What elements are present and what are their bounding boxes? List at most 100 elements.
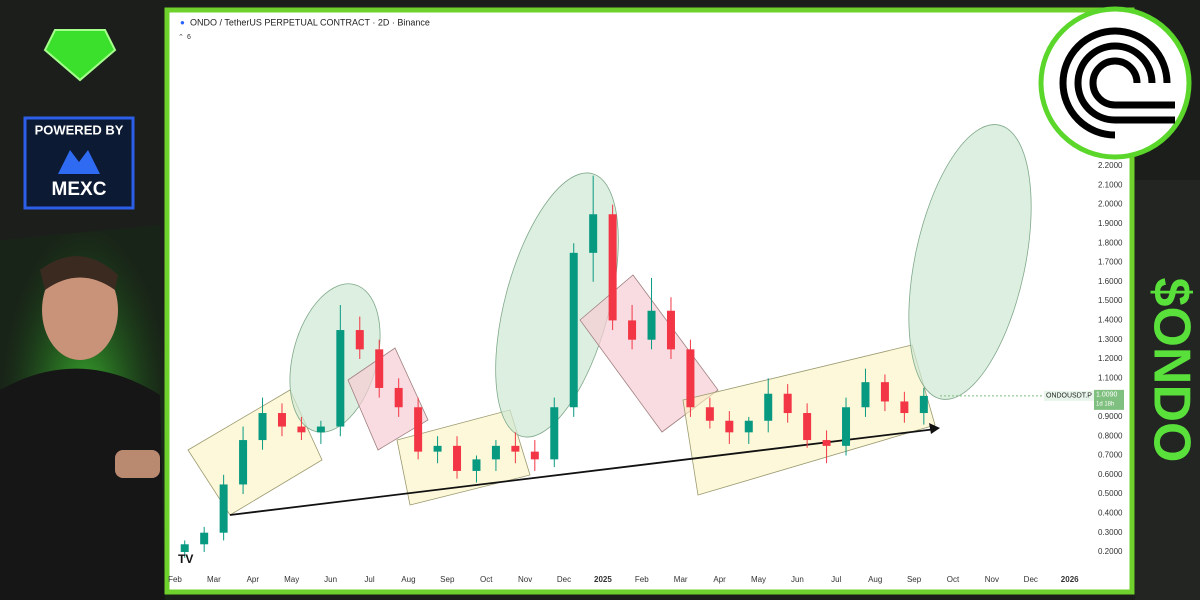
person-hair bbox=[40, 256, 118, 290]
symbol-box bbox=[1044, 390, 1094, 401]
y-tick-label: 0.3000 bbox=[1098, 528, 1123, 537]
x-tick-label: Nov bbox=[518, 575, 532, 584]
candle-body bbox=[608, 214, 617, 321]
mexc-logo bbox=[58, 150, 100, 174]
y-tick-label: 2.0000 bbox=[1098, 200, 1123, 209]
candle-body bbox=[219, 484, 228, 533]
candle-body bbox=[822, 440, 831, 446]
candle-body bbox=[530, 451, 539, 460]
x-tick-label: 2026 bbox=[1061, 575, 1079, 584]
candle-body bbox=[705, 407, 714, 421]
y-tick-label: 2.2000 bbox=[1098, 161, 1123, 170]
person-body bbox=[0, 368, 165, 600]
x-tick-label: Apr bbox=[713, 575, 726, 584]
y-tick-label: 1.1000 bbox=[1098, 373, 1123, 382]
candle-body bbox=[783, 393, 792, 414]
y-tick-label: 0.6000 bbox=[1098, 470, 1123, 479]
exchange-name: MEXC bbox=[52, 179, 107, 200]
y-tick-label: 1.4000 bbox=[1098, 316, 1123, 325]
x-tick-label: Feb bbox=[168, 575, 182, 584]
candle-body bbox=[414, 407, 423, 452]
y-tick-label: 0.2000 bbox=[1098, 547, 1123, 556]
y-tick-label: 0.9000 bbox=[1098, 412, 1123, 421]
candle-body bbox=[258, 413, 267, 441]
candle-body bbox=[550, 407, 559, 460]
x-tick-label: Jul bbox=[831, 575, 841, 584]
y-tick-label: 1.5000 bbox=[1098, 296, 1123, 305]
tv-logo: TV bbox=[178, 552, 193, 566]
x-tick-label: May bbox=[284, 575, 299, 584]
chart-title: ONDO / TetherUS PERPETUAL CONTRACT · 2D … bbox=[190, 17, 430, 27]
candle-body bbox=[900, 401, 909, 414]
badge-logo bbox=[43, 29, 117, 82]
x-tick-label: Jun bbox=[324, 575, 337, 584]
countdown: 1d 18h bbox=[1096, 401, 1114, 407]
target-ellipse bbox=[908, 124, 1032, 400]
x-tick-label: Mar bbox=[674, 575, 688, 584]
x-tick-label: Dec bbox=[557, 575, 571, 584]
candle-body bbox=[433, 445, 442, 452]
candle-body bbox=[472, 459, 481, 471]
x-tick-label: Apr bbox=[247, 575, 260, 584]
candle-body bbox=[861, 382, 870, 408]
symbol-label: ONDOUSDT.P bbox=[1046, 393, 1092, 400]
candle-body bbox=[394, 387, 403, 408]
candle-body bbox=[725, 420, 734, 433]
last-price: 1.0090 bbox=[1096, 392, 1118, 399]
indicator-count: 6 bbox=[187, 34, 191, 41]
x-tick-label: Aug bbox=[401, 575, 415, 584]
x-tick-label: Feb bbox=[635, 575, 649, 584]
candle-body bbox=[628, 320, 637, 340]
x-tick-label: May bbox=[751, 575, 766, 584]
ticker: $ONDO bbox=[1142, 278, 1200, 463]
candle-body bbox=[569, 252, 578, 408]
y-tick-label: 1.2000 bbox=[1098, 354, 1123, 363]
range-box bbox=[396, 409, 531, 506]
x-tick-label: Jun bbox=[791, 575, 804, 584]
candle-body bbox=[842, 407, 851, 446]
y-tick-label: 1.6000 bbox=[1098, 277, 1123, 286]
candle-body bbox=[647, 310, 656, 340]
candle-body bbox=[297, 426, 306, 433]
candle-body bbox=[589, 214, 598, 253]
candle-body bbox=[316, 426, 325, 433]
candle-body bbox=[764, 393, 773, 421]
candle-body bbox=[919, 395, 928, 414]
side-panel bbox=[1135, 180, 1200, 600]
x-tick-label: Sep bbox=[907, 575, 922, 584]
candle-body bbox=[453, 445, 462, 471]
candle-body bbox=[355, 330, 364, 350]
collapse-icon: ⌃ bbox=[178, 34, 184, 41]
person-head bbox=[42, 260, 118, 360]
candle-body bbox=[336, 330, 345, 427]
x-tick-label: Dec bbox=[1024, 575, 1038, 584]
powered-by: POWERED BY bbox=[35, 122, 124, 137]
y-tick-label: 0.7000 bbox=[1098, 451, 1123, 460]
y-tick-label: 0.5000 bbox=[1098, 489, 1123, 498]
x-tick-label: Nov bbox=[985, 575, 999, 584]
candle-body bbox=[686, 349, 695, 408]
y-tick-label: 1.8000 bbox=[1098, 238, 1123, 247]
candle-body bbox=[880, 382, 889, 402]
candle-body bbox=[277, 413, 286, 427]
ondo-logo-mark bbox=[1059, 27, 1175, 139]
plot: 0.2000 0.3000 0.4000 0.5000 0.6000 0.7000 0.80… bbox=[168, 161, 1123, 584]
y-tick-label: 0.8000 bbox=[1098, 431, 1123, 440]
x-tick-label: Mar bbox=[207, 575, 221, 584]
arrow-head bbox=[929, 423, 940, 434]
candle-body bbox=[803, 413, 812, 441]
candle-body bbox=[375, 349, 384, 388]
range-box bbox=[187, 389, 323, 516]
x-tick-label: Jul bbox=[364, 575, 374, 584]
person-arm bbox=[115, 450, 160, 478]
candle-body bbox=[491, 445, 500, 460]
x-tick-label: Oct bbox=[947, 575, 960, 584]
price-box bbox=[1094, 389, 1124, 410]
candle-body bbox=[180, 544, 189, 552]
candle-body bbox=[744, 420, 753, 433]
y-tick-label: 0.4000 bbox=[1098, 509, 1123, 518]
candle-body bbox=[511, 445, 520, 452]
y-tick-label: 1.7000 bbox=[1098, 258, 1123, 267]
candle-body bbox=[239, 440, 248, 485]
